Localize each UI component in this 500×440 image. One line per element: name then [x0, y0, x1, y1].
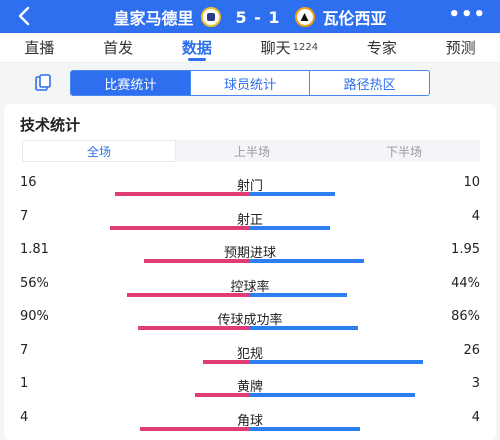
stat-row: 1 黄牌 3 [4, 376, 496, 412]
home-stat-value: 1.81 [20, 242, 49, 257]
home-stat-value: 1 [20, 376, 29, 391]
stats-card: 技术统计 全场 上半场 下半场 16 射门 10 7 射正 4 1.81 预期进球 1.95 56… [4, 104, 496, 440]
stat-name: 射正 [236, 212, 263, 228]
stat-name: 传球成功率 [217, 313, 283, 328]
away-stat-bar [250, 359, 424, 364]
away-stat-bar [250, 393, 415, 397]
away-stat-bar [250, 426, 360, 431]
sub-tab-bar: 比赛统计 球员统计 路径热区 [0, 64, 500, 102]
tab-1[interactable]: 首发 [99, 33, 137, 63]
away-stat-value: 86% [451, 309, 480, 324]
home-stat-value: 56% [20, 275, 49, 291]
tab-label: 首发 [103, 39, 134, 57]
more-menu-icon[interactable]: ••• [448, 4, 486, 25]
match-summary: 皇家马德里 5 - 1 瓦伦西亚 [0, 6, 500, 28]
back-arrow-icon[interactable] [14, 5, 36, 27]
home-stat-bar [203, 359, 250, 364]
stat-name: 预期进球 [223, 246, 276, 261]
home-stat-value: 7 [20, 208, 29, 224]
period-second-half[interactable]: 下半场 [385, 144, 422, 159]
tab-count: 1224 [292, 42, 319, 53]
tab-label: 预测 [445, 39, 476, 57]
home-stat-bar [126, 292, 250, 297]
away-stat-value: 10 [463, 175, 480, 190]
period-switch: 全场 上半场 下半场 [22, 140, 480, 162]
stat-row: 4 角球 4 [4, 410, 496, 440]
away-stat-value: 44% [451, 275, 480, 291]
stat-name: 控球率 [230, 279, 270, 295]
away-stat-value: 4 [471, 409, 480, 425]
tab-3[interactable]: 聊天 1224 [257, 33, 322, 63]
stat-row: 56% 控球率 44% [4, 276, 496, 312]
subtab-match-stats[interactable]: 比赛统计 [71, 71, 191, 95]
subtab-player-stats[interactable]: 球员统计 [191, 71, 311, 95]
stat-name: 射门 [236, 179, 263, 194]
home-stat-value: 16 [20, 175, 37, 190]
match-header: 皇家马德里 5 - 1 瓦伦西亚 ••• [0, 0, 500, 33]
tab-5[interactable]: 预测 [442, 33, 480, 63]
home-stat-bar [195, 393, 250, 397]
document-icon[interactable] [33, 73, 53, 93]
section-title: 技术统计 [20, 116, 81, 134]
away-stat-bar [250, 292, 347, 297]
stat-row: 1.81 预期进球 1.95 [4, 242, 496, 278]
away-stat-bar [250, 326, 358, 330]
stats-type-switch: 比赛统计 球员统计 路径热区 [70, 70, 430, 96]
away-stat-bar [250, 225, 331, 230]
stat-row: 7 犯规 26 [4, 343, 496, 379]
tab-2[interactable]: 数据 [178, 33, 216, 63]
period-first-half[interactable]: 上半场 [233, 144, 270, 159]
tab-label: 聊天 [260, 39, 291, 57]
away-stat-value: 3 [471, 376, 480, 391]
home-stat-bar [140, 426, 250, 431]
match-score: 5 - 1 [235, 7, 281, 27]
away-stat-value: 4 [471, 208, 480, 224]
away-team-name: 瓦伦西亚 [322, 9, 387, 28]
stat-name: 角球 [236, 413, 263, 429]
tab-label: 专家 [366, 39, 397, 57]
main-tab-bar: 直播 首发 数据 聊天 1224 专家 预测 [0, 33, 500, 63]
home-stat-bar [144, 259, 250, 263]
tab-label: 数据 [181, 39, 212, 57]
away-stat-value: 26 [463, 342, 480, 358]
stat-name: 黄牌 [236, 380, 263, 395]
home-team-crest-icon [201, 7, 222, 27]
home-stat-value: 7 [20, 342, 29, 358]
home-stat-bar [110, 225, 250, 230]
stat-row: 7 射正 4 [4, 209, 496, 245]
home-stat-value: 90% [20, 309, 49, 324]
stat-row: 90% 传球成功率 86% [4, 309, 496, 345]
subtab-heatmap[interactable]: 路径热区 [343, 77, 396, 93]
away-team-crest-icon [294, 7, 315, 27]
home-team-name: 皇家马德里 [113, 9, 194, 28]
away-stat-value: 1.95 [451, 242, 480, 257]
stat-row: 16 射门 10 [4, 175, 496, 211]
tab-4[interactable]: 专家 [363, 33, 401, 63]
tab-0[interactable]: 直播 [20, 33, 58, 63]
home-stat-bar [137, 326, 250, 330]
home-stat-bar [114, 192, 250, 196]
tab-label: 直播 [24, 39, 55, 57]
home-stat-value: 4 [20, 409, 29, 425]
stat-name: 犯规 [236, 346, 263, 362]
away-stat-bar [250, 259, 365, 263]
period-full-match[interactable]: 全场 [22, 140, 176, 162]
away-stat-bar [250, 192, 335, 196]
